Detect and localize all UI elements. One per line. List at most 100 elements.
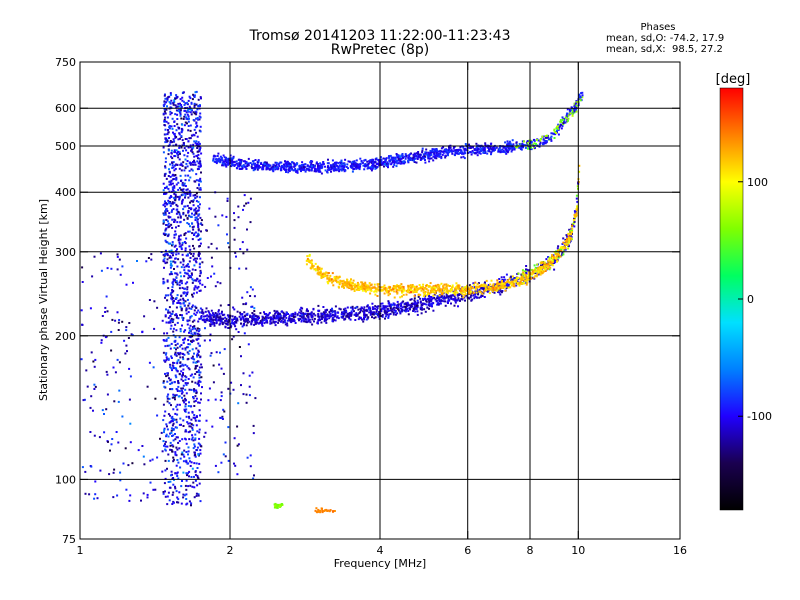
echo-point xyxy=(169,444,172,447)
echo-point xyxy=(414,300,417,303)
echo-point xyxy=(381,302,384,305)
echo-point xyxy=(469,151,472,154)
echo-point xyxy=(196,467,199,469)
echo-point xyxy=(388,301,391,304)
echo-point xyxy=(196,168,199,171)
echo-point xyxy=(337,167,340,170)
echo-point xyxy=(174,344,177,347)
echo-point xyxy=(362,308,365,311)
echo-point xyxy=(172,131,174,134)
echo-point xyxy=(185,503,188,506)
echo-point xyxy=(169,201,171,203)
echo-point xyxy=(377,305,380,308)
echo-point xyxy=(390,158,393,161)
echo-point xyxy=(166,258,169,261)
echo-point xyxy=(398,155,401,158)
echo-point xyxy=(391,157,394,160)
echo-point xyxy=(355,165,358,168)
echo-point xyxy=(297,168,300,171)
echo-point xyxy=(379,305,382,308)
echo-point xyxy=(324,309,327,312)
echo-point xyxy=(447,295,450,298)
echo-point xyxy=(174,398,176,401)
echo-point xyxy=(187,339,190,342)
echo-point xyxy=(164,128,167,131)
echo-point xyxy=(409,156,412,159)
echo-point xyxy=(464,148,467,151)
echo-point xyxy=(237,402,240,405)
echo-point xyxy=(191,320,194,323)
echo-point xyxy=(392,311,395,314)
echo-point xyxy=(191,151,194,154)
echo-point xyxy=(349,314,352,317)
echo-point xyxy=(200,398,202,401)
echo-point xyxy=(486,290,489,293)
echo-point xyxy=(433,152,436,155)
echo-point xyxy=(400,157,403,160)
echo-point xyxy=(180,387,183,390)
echo-point xyxy=(483,146,486,149)
echo-point xyxy=(232,160,235,163)
echo-point xyxy=(558,249,561,252)
echo-point xyxy=(541,135,544,138)
echo-point xyxy=(470,294,473,297)
echo-point xyxy=(288,319,291,322)
echo-point xyxy=(336,316,338,319)
echo-point xyxy=(401,155,404,158)
echo-point xyxy=(170,417,173,419)
echo-point xyxy=(521,272,524,275)
echo-point xyxy=(320,315,323,318)
echo-point xyxy=(292,319,295,322)
echo-point xyxy=(210,309,213,312)
echo-point xyxy=(148,361,151,364)
echo-point xyxy=(227,320,230,323)
echo-point xyxy=(181,96,184,99)
echo-point xyxy=(366,304,369,307)
echo-point xyxy=(307,315,310,318)
echo-point xyxy=(571,114,574,117)
echo-point xyxy=(164,353,167,356)
echo-point xyxy=(198,366,201,369)
echo-point xyxy=(358,316,361,319)
echo-point xyxy=(261,165,264,168)
echo-point xyxy=(244,320,247,323)
echo-point xyxy=(281,317,284,320)
echo-point xyxy=(170,429,173,432)
echo-point xyxy=(137,449,140,452)
echo-point xyxy=(490,151,493,154)
echo-point xyxy=(437,153,440,156)
echo-point xyxy=(322,311,325,314)
echo-point xyxy=(381,162,384,165)
echo-point xyxy=(204,318,206,321)
echo-point xyxy=(349,318,352,321)
echo-point xyxy=(533,139,536,142)
echo-point xyxy=(401,291,403,294)
echo-point xyxy=(249,314,252,317)
echo-point xyxy=(146,385,149,388)
echo-point xyxy=(384,317,386,320)
echo-point xyxy=(404,308,407,311)
echo-point xyxy=(353,313,356,316)
echo-point xyxy=(330,310,333,312)
echo-point xyxy=(176,448,179,451)
echo-point xyxy=(186,462,189,465)
echo-point xyxy=(516,273,519,275)
echo-point xyxy=(317,313,320,316)
echo-point xyxy=(174,351,177,354)
echo-point xyxy=(385,158,387,161)
echo-point xyxy=(528,139,531,142)
echo-point xyxy=(184,430,187,433)
echo-point xyxy=(568,241,571,244)
echo-point xyxy=(182,263,185,266)
echo-point xyxy=(568,109,571,111)
echo-point xyxy=(191,380,194,383)
echo-point xyxy=(180,295,183,298)
echo-point xyxy=(163,257,166,260)
echo-point xyxy=(136,260,138,262)
echo-point xyxy=(534,272,537,275)
echo-point xyxy=(373,307,376,310)
echo-point xyxy=(174,97,177,100)
echo-point xyxy=(188,95,191,98)
echo-point xyxy=(184,329,187,332)
echo-point xyxy=(187,140,190,143)
